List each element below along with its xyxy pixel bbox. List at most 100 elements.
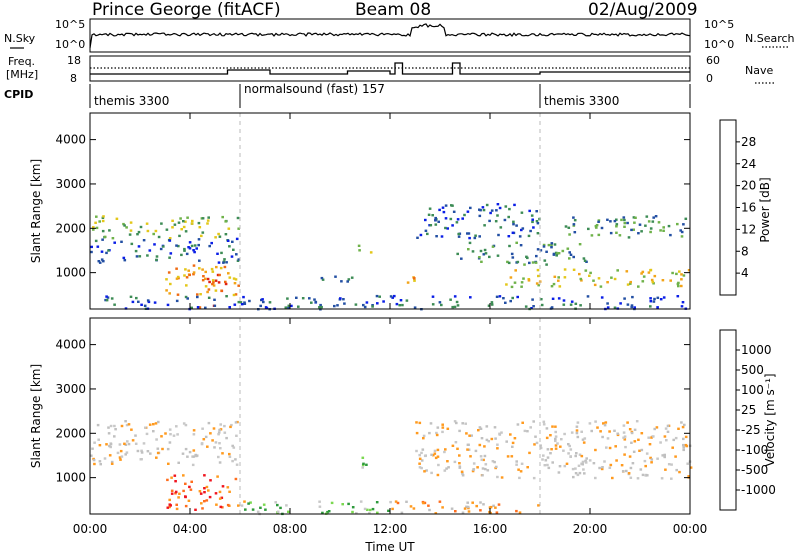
echo-cell xyxy=(276,510,280,513)
echo-cell xyxy=(531,261,535,264)
colorbar-tick-label: 25 xyxy=(741,403,756,417)
echo-cell xyxy=(661,454,664,457)
echo-cell xyxy=(545,263,548,266)
echo-cell xyxy=(187,246,190,249)
echo-cell xyxy=(409,505,413,508)
echo-cell xyxy=(98,261,102,264)
echo-cell xyxy=(680,284,683,288)
echo-cell xyxy=(192,249,195,252)
echo-cell xyxy=(518,476,521,480)
echo-cell xyxy=(557,276,560,279)
echo-cell xyxy=(108,229,111,232)
echo-cell xyxy=(98,444,102,447)
echo-cell xyxy=(615,231,618,234)
echo-cell xyxy=(175,425,178,428)
echo-cell xyxy=(193,250,196,254)
echo-cell xyxy=(596,426,599,429)
echo-cell xyxy=(129,229,133,232)
echo-cell xyxy=(168,292,171,295)
echo-cell xyxy=(555,254,558,257)
echo-cell xyxy=(382,300,385,303)
echo-cell xyxy=(438,208,441,212)
echo-cell xyxy=(237,284,240,287)
echo-cell xyxy=(604,421,608,424)
echo-cell xyxy=(376,302,379,305)
echo-cell xyxy=(496,475,499,479)
echo-cell xyxy=(189,488,193,491)
echo-cell xyxy=(629,282,632,285)
echo-cell xyxy=(594,476,597,480)
echo-cell xyxy=(641,473,645,477)
echo-cell xyxy=(210,267,214,271)
echo-cell xyxy=(635,420,639,423)
echo-cell xyxy=(648,443,652,446)
echo-cell xyxy=(196,306,200,309)
echo-cell xyxy=(101,238,104,241)
echo-cell xyxy=(341,503,344,506)
echo-cell xyxy=(554,430,557,434)
echo-cell xyxy=(457,232,460,236)
noise-panel: 10^5 10^0 10^5 10^0 N.Sky N.Search xyxy=(4,18,795,53)
echo-cell xyxy=(398,304,401,307)
echo-cell xyxy=(443,469,447,472)
echo-cell xyxy=(556,442,559,445)
echo-cell xyxy=(228,490,231,493)
echo-cell xyxy=(175,299,179,303)
echo-cell xyxy=(361,456,365,459)
x-tick-label: 00:00 xyxy=(73,522,108,536)
echo-cell xyxy=(340,280,343,283)
echo-cell xyxy=(539,249,543,252)
power-colorbar: 4 8 12 16 20 24 28 Power [dB] xyxy=(719,119,772,296)
echo-cell xyxy=(205,485,209,489)
echo-cell xyxy=(563,464,567,468)
echo-cell xyxy=(571,467,575,471)
echo-cell xyxy=(213,298,216,301)
colorbar-tick-label: 4 xyxy=(741,266,749,280)
echo-cell xyxy=(509,433,512,436)
echo-cell xyxy=(268,301,272,304)
echo-cell xyxy=(653,297,656,301)
echo-cell xyxy=(588,422,592,425)
echo-cell xyxy=(652,282,655,285)
echo-cell xyxy=(113,303,116,306)
echo-cell xyxy=(169,252,173,255)
echo-cell xyxy=(600,296,604,299)
echo-cell xyxy=(218,235,222,238)
echo-cell xyxy=(203,487,206,490)
echo-cell xyxy=(396,501,400,505)
echo-cell xyxy=(365,301,369,304)
echo-cell xyxy=(478,426,482,429)
echo-cell xyxy=(215,503,218,506)
echo-cell xyxy=(429,422,433,425)
echo-cell xyxy=(554,435,558,438)
echo-cell xyxy=(585,457,588,460)
echo-cell xyxy=(599,285,603,288)
x-tick-label: 04:00 xyxy=(173,522,208,536)
freq-left-tick-bottom: 8 xyxy=(70,72,77,85)
echo-cell xyxy=(105,295,108,298)
echo-cell xyxy=(347,278,351,281)
echo-cell xyxy=(99,463,102,466)
echo-cell xyxy=(664,468,667,471)
echo-cell xyxy=(460,257,463,260)
echo-cell xyxy=(222,261,225,264)
echo-cell xyxy=(436,473,440,477)
echo-cell xyxy=(485,203,489,207)
echo-cell xyxy=(644,464,647,468)
echo-cell xyxy=(90,454,93,457)
echo-cell xyxy=(529,229,532,233)
echo-cell xyxy=(681,301,685,304)
echo-cell xyxy=(433,449,437,453)
echo-cell xyxy=(540,298,543,301)
echo-cell xyxy=(100,258,104,261)
echo-cell xyxy=(350,276,354,279)
echo-cell xyxy=(201,507,204,510)
echo-cell xyxy=(156,451,160,455)
echo-cell xyxy=(594,448,597,452)
echo-cell xyxy=(606,437,610,440)
echo-cell xyxy=(535,254,538,258)
echo-cell xyxy=(438,301,442,304)
echo-cell xyxy=(647,436,650,439)
echo-cell xyxy=(131,300,135,304)
echo-cell xyxy=(211,439,214,442)
